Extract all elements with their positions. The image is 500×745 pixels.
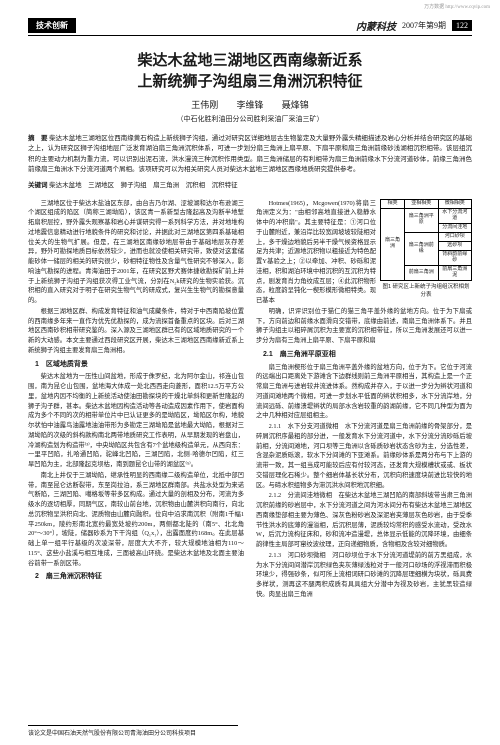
title-line-2: 上新统狮子沟组扇三角洲沉积特征	[137, 73, 362, 90]
para: 2.1.1 水下分支河道微相 水下分流河道是扇三角洲前缘的骨架部分，是碎屑沉积序…	[256, 422, 472, 490]
header-bar: 技术创新 内蒙科技 2007年第9期 122	[28, 18, 472, 36]
category-tag: 技术创新	[28, 18, 76, 33]
keywords: 关键词 柴达木盆地 三湖地区 狮子沟组 扇三角洲 沉积相 沉积特征	[28, 179, 472, 189]
keywords-text: 柴达木盆地 三湖地区 狮子沟组 扇三角洲 沉积相 沉积特征	[49, 182, 238, 189]
cell: 扇三角洲平原	[405, 208, 438, 232]
section-heading: 2 扇三角洲沉积特征	[28, 572, 244, 583]
page-container: 万方数据 http://www.cqvip.com 技术创新 内蒙科技 2007…	[0, 0, 500, 745]
facies-table: 相类 亚相相类 微相相类 扇三角洲 扇三角洲平原 水下分流河道 分流间洼地 扇三…	[380, 199, 472, 281]
cell: 扇三角洲	[381, 208, 405, 280]
issue-info: 2007年第9期	[402, 20, 446, 31]
article-title: 柴达木盆地三湖地区西南缘新近系 上新统狮子沟组扇三角洲沉积特征	[28, 50, 472, 92]
para: 2.1.2 分流间洼地微相 在柴达木盆地三湖凹陷的南部斜坡带当肃三角洲沉积前缘的…	[256, 491, 472, 550]
section-heading: 1 区域地质背景	[28, 360, 244, 371]
keywords-label: 关键词	[28, 182, 48, 189]
page-number: 122	[452, 20, 472, 31]
source-url: 万方数据 http://www.cqvip.com	[424, 3, 490, 10]
th: 亚相相类	[405, 199, 438, 208]
cell: 远砂坝	[438, 241, 471, 250]
footer-note: 该论文是中国石油天然气股份有限公司青海油田分公司科技项目	[28, 725, 238, 737]
para: 柴达木盆地为一压性山间盆地，形成于侏罗纪，北为阿尔金山，祁连山包围，南为昆仑山包…	[28, 372, 244, 470]
cell: 分流间洼地	[438, 223, 471, 232]
affiliation: （中石化胜利油田分公司胜利采油厂采油三矿）	[28, 114, 472, 124]
th: 相类	[381, 199, 405, 208]
para: 2.1.3 河口砂坝微相 河口砂坝位于水下分流河道堤前的前方黑组成，水为水下分流…	[256, 551, 472, 600]
para: 南北上井仅于三湖坳陷，继承性明显的西南缘二级构造单位，北抵中部凹带，南至昆仑达断…	[28, 471, 244, 569]
section-heading: 2.1 扇三角洲平原亚相	[256, 350, 472, 361]
para: 扇三角洲楔形位于扇三角洲平盖外缘的盆地方向，位于为下。它位于河流的远端出口距离处…	[256, 363, 472, 422]
cell: 扇三角洲前缘	[405, 232, 438, 265]
cell: 水下分流河道	[438, 208, 471, 223]
cell: 河口砂坝	[438, 232, 471, 241]
author-2: 李维锋	[236, 100, 263, 110]
cell: 前扇三角洲泥	[438, 265, 471, 280]
figure-1: 相类 亚相相类 微相相类 扇三角洲 扇三角洲平原 水下分流河道 分流间洼地 扇三…	[380, 199, 472, 300]
para: 根据三湖地区群、构成发育特征和油气成藏条件，特对于中西南陷坡位置的西南缘多年来一…	[28, 307, 244, 356]
header-right: 内蒙科技 2007年第9期 122	[356, 18, 472, 33]
journal-name: 内蒙科技	[356, 18, 396, 33]
abstract: 摘 要 柴达木盆地三湖地区位西南缘黄石构造上新统狮子沟组，通过对研究区详细地层古…	[28, 134, 472, 176]
figure-caption: 图1 研究区上新统子沟组组沉积相划分表	[380, 283, 472, 300]
para: 三湖地区位于柴达木盐油区东部，由台吉乃尔湖、涩坡湖和达尔布逊湖三个湖区组成的陷区…	[28, 199, 244, 306]
authors: 王伟刚 李维锋 聂烽锦	[28, 98, 472, 111]
abstract-label: 摘 要	[28, 135, 48, 142]
th: 微相相类	[438, 199, 471, 208]
cell: 前扇三角洲	[405, 265, 438, 280]
author-3: 聂烽锦	[282, 100, 309, 110]
cell: 背斜韵前缘砂	[438, 250, 471, 265]
column-left: 三湖地区位于柴达木盐油区东部，由台吉乃尔湖、涩坡湖和达尔布逊湖三个湖区组成的陷区…	[28, 199, 244, 601]
body-columns: 三湖地区位于柴达木盐油区东部，由台吉乃尔湖、涩坡湖和达尔布逊湖三个湖区组成的陷区…	[28, 199, 472, 601]
abstract-text: 柴达木盆地三湖地区位西南缘黄石构造上新统狮子沟组，通过对研究区详细地层古生物鉴定…	[28, 135, 472, 173]
author-1: 王伟刚	[191, 100, 218, 110]
para: 明确，识评识别位于猫仁的猫三角平盖外缘的盆地方向。位于为下扇或下，方向前边和前缘…	[256, 307, 472, 346]
title-line-1: 柴达木盆地三湖地区西南缘新近系	[137, 52, 362, 69]
column-right: 相类 亚相相类 微相相类 扇三角洲 扇三角洲平原 水下分流河道 分流间洼地 扇三…	[256, 199, 472, 601]
